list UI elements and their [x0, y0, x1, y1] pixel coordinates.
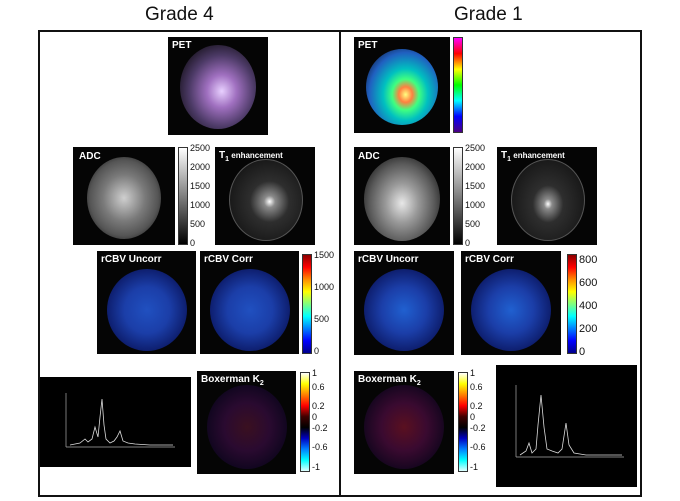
grade1-k2-colorbar	[458, 372, 468, 472]
tick: 1000	[190, 200, 211, 210]
grade1-t1-image: T1 enhancement	[497, 147, 597, 245]
grade1-adc-label: ADC	[358, 151, 380, 162]
grade1-k2-ticks: 1 0.6 0.2 0 -0.2 -0.6 -1	[470, 368, 496, 474]
grade4-rcbv-ticks: 1500 1000 500 0	[314, 250, 338, 356]
grade4-adc-image: ADC	[73, 147, 175, 245]
grade1-boxerman-image: Boxerman K2	[354, 371, 454, 474]
grade1-adc-ticks: 2500 2000 1500 1000 500 0	[465, 143, 495, 248]
grade4-panel: PET ADC 2500 2000 1500 1000 500 0 T1 enh…	[38, 30, 341, 497]
grade1-panel: PET ADC 2500 2000 1500 1000 500 0 T1 enh…	[339, 30, 642, 497]
grade4-spectrum-plot	[40, 377, 191, 467]
tick: 0.2	[312, 401, 325, 411]
grade4-rcbv-corr-label: rCBV Corr	[204, 254, 253, 265]
grade1-spectrum-plot	[496, 365, 637, 487]
tick: 2500	[465, 143, 486, 153]
tick: 1	[470, 368, 476, 378]
grade1-rcbv-uncorr-label: rCBV Uncorr	[358, 254, 419, 265]
grade1-title: Grade 1	[454, 4, 523, 25]
grade1-pet-colorbar	[453, 37, 463, 133]
grade4-rcbv-colorbar	[302, 254, 312, 354]
grade4-title: Grade 4	[145, 4, 214, 25]
grade4-boxerman-image: Boxerman K2	[197, 371, 296, 474]
tick: 2000	[190, 162, 211, 172]
tick: 0.6	[470, 382, 483, 392]
tick: -0.2	[470, 423, 486, 433]
grade4-rcbv-uncorr-image: rCBV Uncorr	[97, 251, 196, 354]
tick: -1	[470, 462, 479, 472]
grade1-pet-image: PET	[354, 37, 450, 133]
grade4-adc-colorbar	[178, 147, 188, 245]
grade4-t1-label: T1 enhancement	[219, 150, 283, 163]
tick: 0	[312, 412, 318, 422]
grade4-t1-image: T1 enhancement	[215, 147, 315, 245]
tick: 0.2	[470, 401, 483, 411]
tick: 400	[579, 300, 598, 312]
tick: 1	[312, 368, 318, 378]
tick: -0.6	[312, 442, 328, 452]
tick: 500	[190, 219, 206, 229]
tick: 500	[314, 314, 330, 324]
grade4-adc-ticks: 2500 2000 1500 1000 500 0	[190, 143, 220, 248]
grade4-rcbv-corr-image: rCBV Corr	[200, 251, 299, 354]
grade4-k2-ticks: 1 0.6 0.2 0 -0.2 -0.6 -1	[312, 368, 338, 474]
grade1-rcbv-uncorr-image: rCBV Uncorr	[354, 251, 454, 355]
tick: 0	[314, 346, 320, 356]
grade1-pet-label: PET	[358, 40, 378, 51]
tick: -0.6	[470, 442, 486, 452]
tick: 0	[190, 238, 196, 248]
tick: 1500	[314, 250, 335, 260]
grade4-pet-label: PET	[172, 40, 192, 51]
tick: 800	[579, 254, 598, 266]
tick: 200	[579, 323, 598, 335]
tick: 0	[579, 346, 586, 358]
grade4-spectrum-svg	[65, 393, 175, 448]
tick: 500	[465, 219, 481, 229]
grade4-rcbv-uncorr-label: rCBV Uncorr	[101, 254, 162, 265]
grade1-adc-image: ADC	[354, 147, 450, 245]
tick: 2000	[465, 162, 486, 172]
grade1-adc-colorbar	[453, 147, 463, 245]
tick: 1500	[465, 181, 486, 191]
tick: -1	[312, 462, 321, 472]
tick: 1000	[314, 282, 335, 292]
grade1-t1-label: T1 enhancement	[501, 150, 565, 163]
tick: 2500	[190, 143, 211, 153]
grade1-rcbv-corr-label: rCBV Corr	[465, 254, 514, 265]
grade1-rcbv-corr-image: rCBV Corr	[461, 251, 561, 355]
grade1-spectrum-svg	[515, 385, 624, 458]
grade4-adc-label: ADC	[79, 151, 101, 162]
tick: 0	[465, 238, 471, 248]
grade1-boxerman-label: Boxerman K2	[358, 374, 421, 387]
tick: 1500	[190, 181, 211, 191]
grade4-pet-image: PET	[168, 37, 268, 135]
grade4-k2-colorbar	[300, 372, 310, 472]
grade4-boxerman-label: Boxerman K2	[201, 374, 264, 387]
tick: -0.2	[312, 423, 328, 433]
tick: 0.6	[312, 382, 325, 392]
grade1-rcbv-colorbar	[567, 254, 577, 354]
tick: 600	[579, 277, 598, 289]
tick: 0	[470, 412, 476, 422]
grade1-rcbv-ticks: 800 600 400 200 0	[579, 254, 609, 358]
tick: 1000	[465, 200, 486, 210]
